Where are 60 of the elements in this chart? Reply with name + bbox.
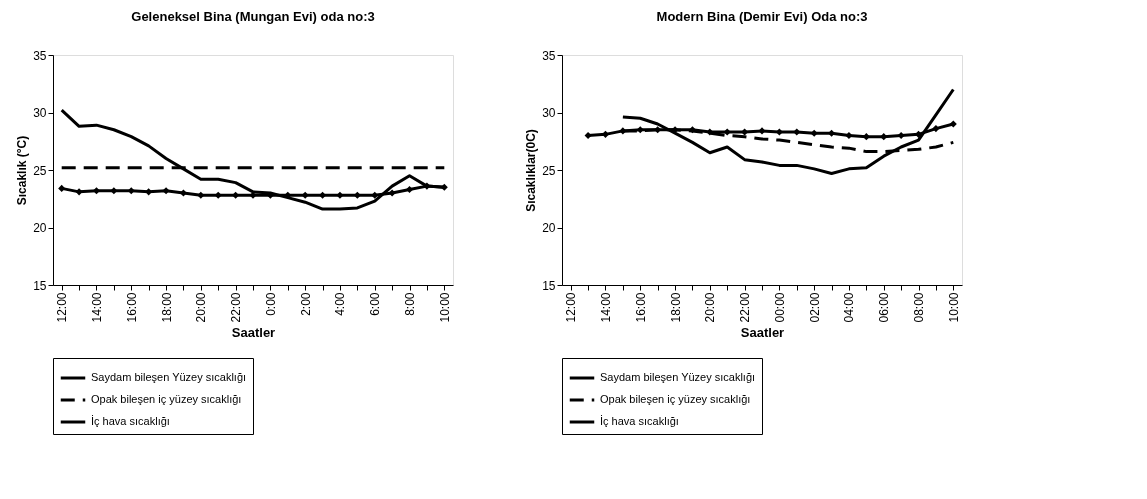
point (619, 127, 627, 135)
point (932, 125, 940, 133)
y-tick-label: 30 (33, 106, 47, 120)
point (758, 127, 766, 135)
x-tick-label: 12:00 (55, 292, 70, 323)
point (793, 128, 801, 136)
x-tick-label: 16:00 (633, 292, 648, 323)
point (654, 126, 662, 134)
x-tick-label: 04:00 (842, 292, 857, 323)
x-tick-label: 22:00 (229, 292, 244, 323)
y-tick-label: 15 (33, 278, 47, 293)
x-tick-label: 2:00 (298, 292, 313, 316)
point (810, 129, 818, 137)
x-tick-label: 8:00 (403, 292, 418, 316)
x-tick-label: 12:00 (564, 292, 579, 323)
legend-label: Opak bileşen iç yüzey sıcaklığı (600, 393, 751, 405)
point (706, 128, 714, 136)
y-tick-label: 35 (542, 48, 556, 63)
y-axis-title: Sıcaklık (°C) (15, 135, 30, 206)
x-tick-label: 00:00 (772, 292, 787, 323)
x-tick-label: 22:00 (738, 292, 753, 323)
y-tick-label: 20 (33, 221, 47, 235)
chart-title: Geleneksel Bina (Mungan Evi) oda no:3 (131, 9, 375, 24)
legend-label: Saydam bileşen Yüzey sıcaklığı (91, 371, 247, 383)
point (949, 120, 957, 128)
x-tick-label: 18:00 (159, 292, 174, 323)
x-tick-label: 06:00 (877, 292, 892, 323)
point (636, 126, 644, 134)
point (828, 129, 836, 137)
chart-title: Modern Bina (Demir Evi) Oda no:3 (656, 9, 868, 24)
x-axis-title: Saatler (231, 324, 276, 340)
x-tick-label: 18:00 (668, 292, 683, 323)
x-tick-label: 20:00 (194, 292, 209, 323)
x-tick-label: 4:00 (333, 292, 348, 316)
point (845, 131, 853, 140)
x-tick-label: 14:00 (598, 292, 613, 323)
point (723, 128, 731, 136)
x-tick-label: 20:00 (703, 292, 718, 323)
y-tick-label: 15 (542, 278, 556, 293)
x-tick-label: 0:00 (263, 292, 278, 316)
legend-label: İç hava sıcaklığı (600, 415, 679, 427)
legend-label: Saydam bileşen Yüzey sıcaklığı (600, 371, 756, 383)
legend-label: İç hava sıcaklığı (91, 415, 170, 427)
x-tick-label: 08:00 (912, 292, 927, 323)
x-tick-label: 02:00 (807, 292, 822, 323)
x-tick-label: 14:00 (89, 292, 104, 323)
legend-label: Opak bileşen iç yüzey sıcaklığı (91, 393, 242, 405)
point (897, 131, 905, 140)
y-tick-label: 20 (542, 221, 556, 235)
y-tick-label: 25 (542, 163, 556, 178)
point (584, 131, 592, 140)
x-tick-label: 10:00 (946, 292, 961, 323)
y-axis-title: Sıcaklıklar(0C) (524, 129, 539, 212)
x-tick-label: 6:00 (368, 292, 383, 316)
x-tick-label: 10:00 (437, 292, 452, 323)
y-tick-label: 30 (542, 106, 556, 120)
x-tick-label: 16:00 (124, 292, 139, 323)
x-axis-title: Saatler (740, 324, 785, 340)
y-tick-label: 35 (33, 48, 47, 63)
y-tick-label: 25 (33, 163, 47, 178)
